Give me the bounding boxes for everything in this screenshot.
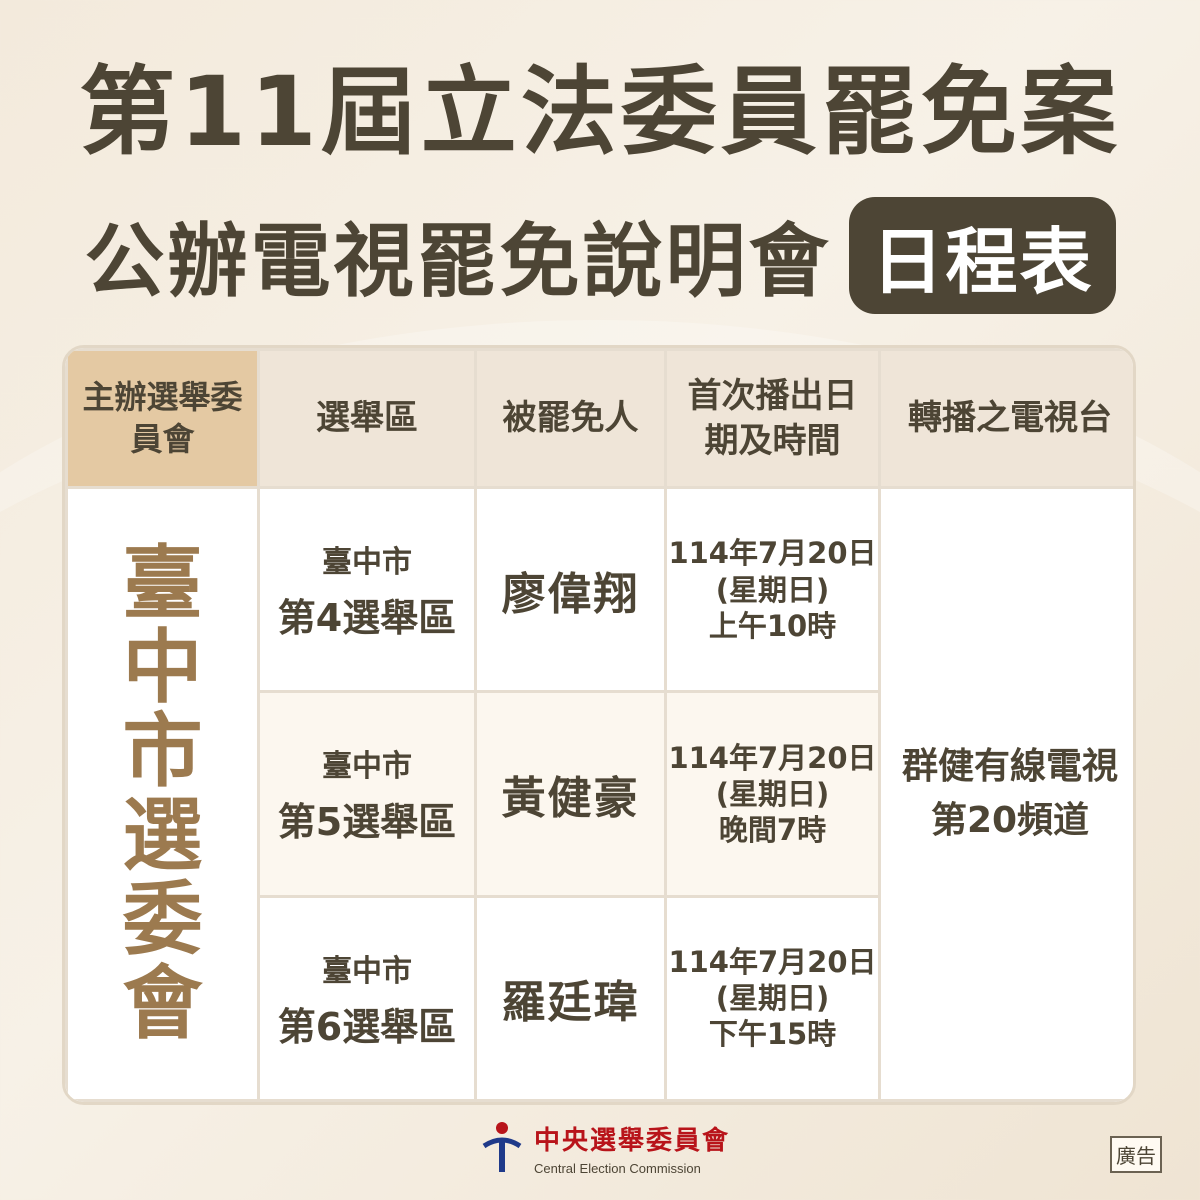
candidate-cell: 黃健豪	[474, 690, 667, 898]
header-district: 選舉區	[257, 348, 477, 489]
broadcast-time: 晚間7時	[718, 813, 827, 848]
org-name-en: Central Election Commission	[534, 1161, 701, 1176]
candidate-cell: 廖偉翔	[474, 485, 667, 694]
candidate-name: 羅廷瑋	[501, 977, 640, 1029]
district-number: 第6選舉區	[277, 1004, 457, 1049]
district-city: 臺中市	[322, 545, 412, 581]
tv-channel: 群健有線電視第20頻道	[901, 746, 1118, 841]
district-number: 第4選舉區	[277, 596, 457, 641]
broadcast-weekday: (星期日)	[715, 981, 830, 1016]
datetime-cell: 114年7月20日 (星期日) 上午10時	[664, 485, 881, 694]
district-number: 第5選舉區	[277, 800, 457, 845]
broadcast-weekday: (星期日)	[715, 572, 830, 607]
candidate-name: 黃健豪	[501, 772, 640, 824]
header-broadcast-time-label: 首次播出日期及時間	[687, 376, 858, 461]
header-tv-station: 轉播之電視台	[878, 348, 1133, 489]
broadcast-date: 114年7月20日	[668, 536, 877, 571]
broadcast-time: 下午15時	[708, 1017, 837, 1052]
cec-emblem-icon	[480, 1120, 524, 1176]
schedule-badge: 日程表	[849, 196, 1116, 314]
authority-cell: 臺中市選委會	[65, 486, 260, 1102]
broadcast-date: 114年7月20日	[668, 944, 877, 979]
channel-cell: 群健有線電視第20頻道	[878, 486, 1133, 1102]
district-city: 臺中市	[322, 953, 412, 989]
candidate-cell: 羅廷瑋	[474, 894, 667, 1102]
authority-name: 臺中市選委會	[122, 537, 203, 1050]
ad-label: 廣告	[1110, 1136, 1162, 1173]
schedule-table: 主辦選舉委員會 選舉區 被罷免人 首次播出日期及時間 轉播之電視台 臺中市選委會…	[62, 345, 1136, 1105]
page-title: 第11屆立法委員罷免案	[79, 56, 1121, 168]
datetime-cell: 114年7月20日 (星期日) 下午15時	[664, 894, 881, 1102]
datetime-cell: 114年7月20日 (星期日) 晚間7時	[664, 690, 881, 898]
district-cell: 臺中市 第6選舉區	[257, 894, 477, 1102]
header-authority-label: 主辦選舉委員會	[82, 377, 243, 458]
broadcast-date: 114年7月20日	[668, 740, 877, 775]
header-broadcast-time: 首次播出日期及時間	[664, 348, 881, 489]
table-row: 臺中市 第6選舉區 羅廷瑋 114年7月20日 (星期日) 下午15時	[67, 894, 1134, 1102]
district-city: 臺中市	[322, 749, 412, 785]
broadcast-weekday: (星期日)	[715, 776, 830, 811]
table-header-row: 主辦選舉委員會 選舉區 被罷免人 首次播出日期及時間 轉播之電視台	[65, 348, 1133, 489]
candidate-name: 廖偉翔	[501, 568, 640, 620]
page-subtitle: 公辦電視罷免說明會	[84, 215, 832, 308]
page-subtitle-row: 公辦電視罷免說明會 日程表	[60, 196, 1140, 314]
header-authority: 主辦選舉委員會	[65, 348, 260, 489]
broadcast-time: 上午10時	[708, 608, 837, 643]
table-row: 臺中市 第5選舉區 黃健豪 114年7月20日 (星期日) 晚間7時	[67, 690, 1134, 898]
cec-logo: 中央選舉委員會 Central Election Commission	[480, 1118, 730, 1178]
table-row: 臺中市選委會 臺中市 第4選舉區 廖偉翔 114年7月20日 (星期日) 上午1…	[65, 485, 1133, 1102]
district-cell: 臺中市 第5選舉區	[257, 690, 477, 898]
header-candidate: 被罷免人	[474, 348, 667, 489]
org-name-zh: 中央選舉委員會	[534, 1126, 731, 1156]
district-cell: 臺中市 第4選舉區	[257, 485, 477, 694]
